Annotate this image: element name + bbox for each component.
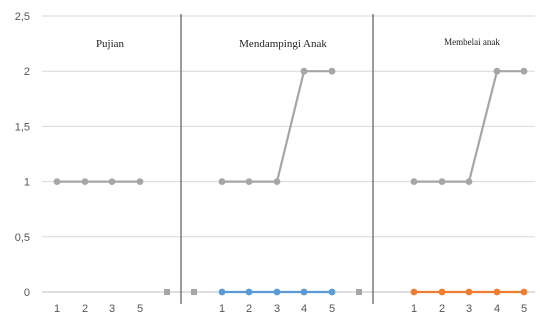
y-tick-label: 1,5 xyxy=(15,121,30,133)
x-tick-label: 4 xyxy=(301,303,307,315)
data-point xyxy=(438,288,446,296)
data-point xyxy=(410,288,418,296)
phase-label: Mendampingi Anak xyxy=(239,38,327,50)
data-point xyxy=(53,178,61,186)
y-axis-ticks: 0 0,5 1 1,5 2 2,5 xyxy=(15,11,30,299)
data-point xyxy=(328,288,336,296)
x-tick-label: 3 xyxy=(109,303,115,315)
data-point xyxy=(465,288,473,296)
data-point xyxy=(108,178,116,186)
x-tick-label: 5 xyxy=(521,303,527,315)
x-tick-label: 2 xyxy=(82,303,88,315)
x-tick-label: 4 xyxy=(494,303,500,315)
x-tick-label: 5 xyxy=(137,303,143,315)
y-tick-label: 0,5 xyxy=(15,232,30,244)
data-point xyxy=(273,178,281,186)
data-point xyxy=(136,178,144,186)
y-tick-label: 0 xyxy=(24,287,30,299)
data-point xyxy=(81,178,89,186)
y-tick-label: 2,5 xyxy=(15,11,30,23)
data-point xyxy=(300,67,308,75)
x-tick-label: 3 xyxy=(466,303,472,315)
x-axis-ticks: 1 2 3 5 1 2 3 4 5 1 2 3 4 5 xyxy=(54,303,527,315)
data-marks xyxy=(53,67,528,296)
data-point xyxy=(438,178,446,186)
data-point xyxy=(273,288,281,296)
y-tick-label: 1 xyxy=(24,177,30,189)
phases: Pujian Mendampingi Anak Membelai anak xyxy=(96,37,500,50)
data-point xyxy=(328,67,336,75)
data-point xyxy=(218,178,226,186)
data-point xyxy=(218,288,226,296)
grid-lines xyxy=(42,15,535,293)
x-tick-label: 1 xyxy=(219,303,225,315)
data-point xyxy=(465,178,473,186)
x-tick-label: 1 xyxy=(411,303,417,315)
x-tick-label: 1 xyxy=(54,303,60,315)
data-point xyxy=(520,288,528,296)
data-point xyxy=(493,67,501,75)
data-point xyxy=(245,288,253,296)
stray-point xyxy=(164,289,170,295)
data-point xyxy=(245,178,253,186)
x-tick-label: 2 xyxy=(439,303,445,315)
phase-dividers xyxy=(180,14,374,304)
phase-label: Pujian xyxy=(96,38,125,50)
data-point xyxy=(520,67,528,75)
data-point xyxy=(493,288,501,296)
y-tick-label: 2 xyxy=(24,66,30,78)
x-tick-label: 5 xyxy=(329,303,335,315)
x-tick-label: 2 xyxy=(246,303,252,315)
stray-point xyxy=(356,289,362,295)
x-tick-label: 3 xyxy=(274,303,280,315)
phase-label: Membelai anak xyxy=(444,37,500,47)
data-point xyxy=(300,288,308,296)
stray-point xyxy=(191,289,197,295)
data-point xyxy=(410,178,418,186)
